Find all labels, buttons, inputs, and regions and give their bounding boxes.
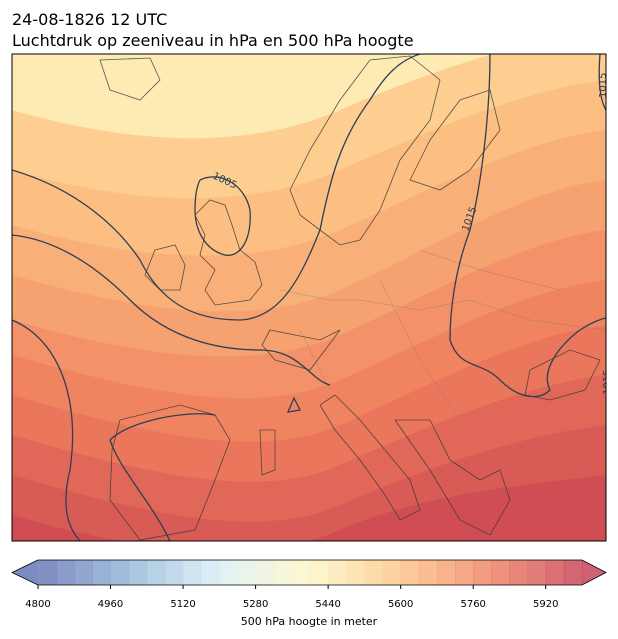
colorbar-band xyxy=(364,560,384,585)
colorbar-band xyxy=(110,560,130,585)
colorbar-label: 500 hPa hoogte in meter xyxy=(241,615,378,628)
colorbar-band xyxy=(146,560,166,585)
date: 24-08-1826 12 UTC xyxy=(12,10,167,29)
colorbar-band xyxy=(164,560,184,585)
colorbar-tick-label: 5440 xyxy=(315,599,340,610)
colorbar-tick-label: 5280 xyxy=(243,599,268,610)
colorbar-band xyxy=(291,560,311,585)
colorbar-band xyxy=(328,560,347,585)
colorbar-band xyxy=(509,560,529,585)
colorbar-band xyxy=(183,560,202,585)
coastlines xyxy=(99,55,606,541)
colorbar-tick-label: 5920 xyxy=(533,599,558,610)
map-frame xyxy=(11,53,607,542)
colorbar-band xyxy=(563,560,583,585)
colorbar-band xyxy=(545,560,565,585)
colorbar-band xyxy=(56,560,75,585)
colorbar-band xyxy=(346,560,365,585)
title: Luchtdruk op zeeniveau in hPa en 500 hPa… xyxy=(12,31,414,50)
isobars xyxy=(12,54,606,541)
colorbar: 4800 4960 5120 5280 5440 5600 5760 5920 xyxy=(11,559,607,610)
colorbar-band xyxy=(455,560,474,585)
colorbar-band xyxy=(382,560,402,585)
colorbar-tick-label: 5760 xyxy=(460,599,485,610)
colorbar-band xyxy=(273,560,293,585)
colorbar-band xyxy=(38,560,57,585)
colorbar-band xyxy=(527,560,547,585)
colorbar-band xyxy=(92,560,112,585)
colorbar-outline xyxy=(11,559,607,586)
colorbar-band xyxy=(491,560,510,585)
colorbar-band xyxy=(255,560,275,585)
colorbar-tick-label: 4960 xyxy=(98,599,123,610)
isobar-label: 1015 xyxy=(598,73,609,98)
height-band xyxy=(12,475,606,541)
colorbar-band xyxy=(400,560,420,585)
colorbar-extend-high xyxy=(582,560,606,585)
colorbar-band xyxy=(74,560,93,585)
map: 1005 1015 1015 1015 xyxy=(12,54,613,541)
colorbar-tick-label: 4800 xyxy=(25,599,50,610)
colorbar-tick-label: 5600 xyxy=(388,599,413,610)
colorbar-band xyxy=(310,560,329,585)
colorbar-band xyxy=(436,560,456,585)
colorbar-band xyxy=(128,560,148,585)
colorbar-band xyxy=(418,560,438,585)
colorbar-band xyxy=(219,560,238,585)
colorbar-extend-low xyxy=(12,560,38,585)
colorbar-tick-label: 5120 xyxy=(170,599,195,610)
colorbar-band xyxy=(473,560,492,585)
colorbar-band xyxy=(201,560,220,585)
isobar-label: 1015 xyxy=(602,370,613,395)
colorbar-band xyxy=(237,560,257,585)
